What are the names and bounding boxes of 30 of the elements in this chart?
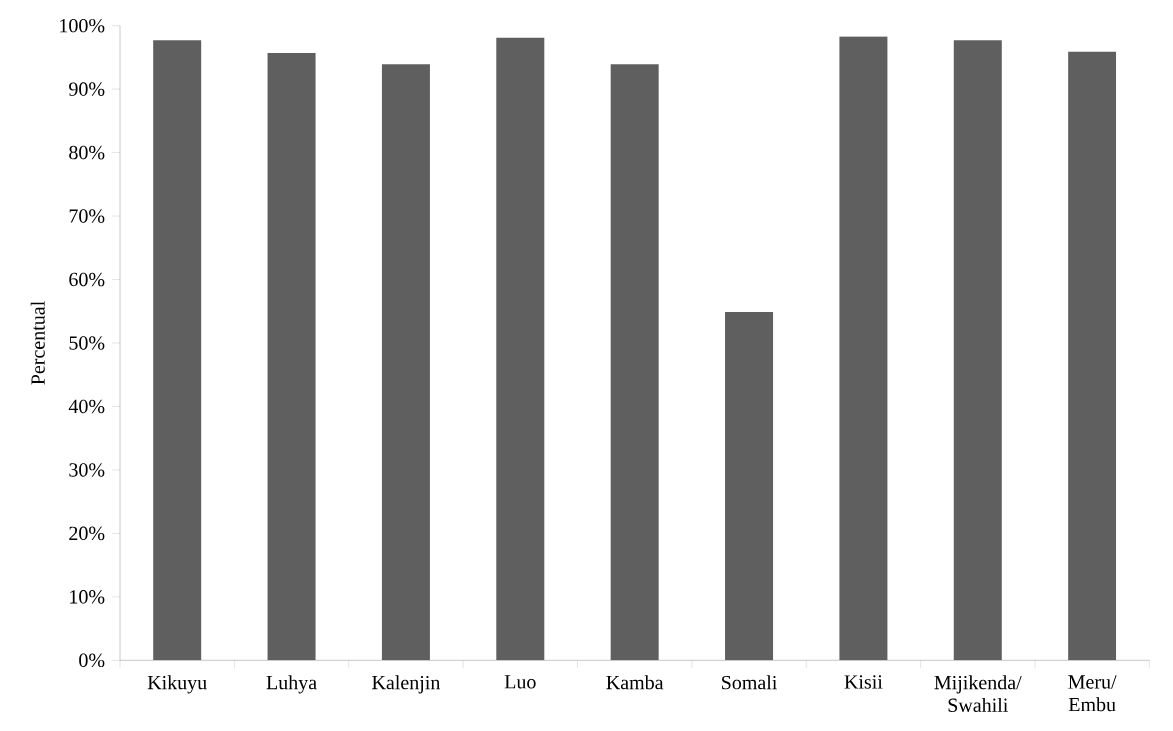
bar <box>496 37 545 661</box>
bar <box>953 40 1002 661</box>
y-tick-label: 70% <box>69 209 105 223</box>
bar <box>1068 51 1117 661</box>
x-tick-label: Luo <box>504 675 536 689</box>
x-tick-label: Kisii <box>844 675 883 689</box>
x-tick-label: Kikuyu <box>147 675 207 694</box>
bar <box>267 52 316 661</box>
x-tick-label: Kalenjin <box>372 675 441 694</box>
bar <box>610 64 659 661</box>
y-tick-label: 50% <box>69 336 105 350</box>
y-tick-label: 100% <box>60 18 105 33</box>
x-tick-label: Somali <box>722 675 777 690</box>
y-tick-label: 60% <box>69 272 105 287</box>
y-tick-label: 20% <box>69 526 105 541</box>
x-tick-label: Meru/ Embu <box>1068 675 1117 712</box>
bar <box>381 64 430 661</box>
y-tick-label: 80% <box>69 145 105 160</box>
x-tick-label: Kamba <box>606 675 664 690</box>
bar <box>725 311 774 661</box>
y-tick-label: 10% <box>70 590 105 604</box>
x-tick-label: Luhya <box>266 675 317 694</box>
y-axis-title: Percentual <box>30 301 45 385</box>
bar <box>153 40 202 661</box>
x-tick-label: Mijikenda/ Swahili <box>934 675 1022 712</box>
y-tick-label: 90% <box>69 82 105 96</box>
y-tick-label: 0% <box>79 653 105 668</box>
y-tick-label: 40% <box>68 399 105 414</box>
bar <box>839 36 888 661</box>
y-tick-label: 30% <box>69 463 105 477</box>
